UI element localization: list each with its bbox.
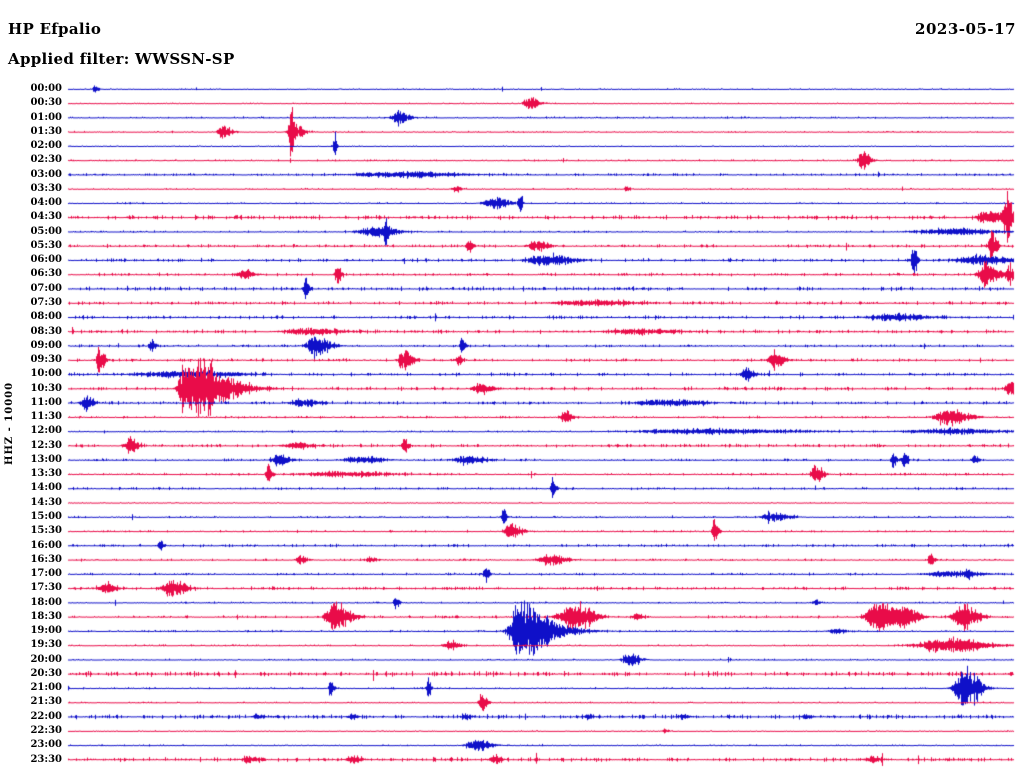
- time-label: 07:30: [30, 296, 62, 308]
- time-label: 21:00: [30, 682, 62, 694]
- time-label: 15:30: [30, 525, 62, 537]
- time-label: 16:00: [30, 539, 62, 551]
- time-label: 22:30: [30, 724, 62, 736]
- time-label: 19:00: [30, 625, 62, 637]
- time-label: 21:30: [30, 696, 62, 708]
- time-label: 08:00: [30, 311, 62, 323]
- time-label: 04:30: [30, 211, 62, 223]
- time-label: 00:30: [30, 97, 62, 109]
- time-label: 18:00: [30, 596, 62, 608]
- time-label: 04:00: [30, 197, 62, 209]
- time-label: 03:00: [30, 168, 62, 180]
- time-label: 22:00: [30, 710, 62, 722]
- time-label: 09:30: [30, 354, 62, 366]
- time-label: 16:30: [30, 553, 62, 565]
- time-label: 00:00: [30, 83, 62, 94]
- time-label: 01:30: [30, 125, 62, 137]
- time-label: 02:30: [30, 154, 62, 166]
- time-label: 17:00: [30, 568, 62, 580]
- time-label: 05:00: [30, 225, 62, 237]
- time-label: 20:00: [30, 653, 62, 665]
- time-label: 17:30: [30, 582, 62, 594]
- time-label: 07:00: [30, 282, 62, 294]
- time-label: 23:30: [30, 753, 62, 765]
- time-label: 12:30: [30, 439, 62, 451]
- time-label: 14:30: [30, 496, 62, 508]
- time-label: 13:00: [30, 453, 62, 465]
- time-label: 06:00: [30, 254, 62, 266]
- time-label: 05:30: [30, 239, 62, 251]
- time-label: 10:30: [30, 382, 62, 394]
- time-label: 08:30: [30, 325, 62, 337]
- time-label: 19:30: [30, 639, 62, 651]
- time-label: 12:00: [30, 425, 62, 437]
- time-label: 14:00: [30, 482, 62, 494]
- time-label: 13:30: [30, 468, 62, 480]
- time-label: 11:30: [30, 411, 62, 423]
- time-label: 06:30: [30, 268, 62, 280]
- time-label: 11:00: [30, 396, 62, 408]
- time-label: 01:00: [30, 111, 62, 123]
- time-label: 15:00: [30, 510, 62, 522]
- time-label: 09:00: [30, 339, 62, 351]
- time-label: 02:00: [30, 140, 62, 152]
- time-label: 03:30: [30, 182, 62, 194]
- time-label: 10:00: [30, 368, 62, 380]
- time-label: 20:30: [30, 667, 62, 679]
- time-label: 23:00: [30, 739, 62, 751]
- time-label: 18:30: [30, 610, 62, 622]
